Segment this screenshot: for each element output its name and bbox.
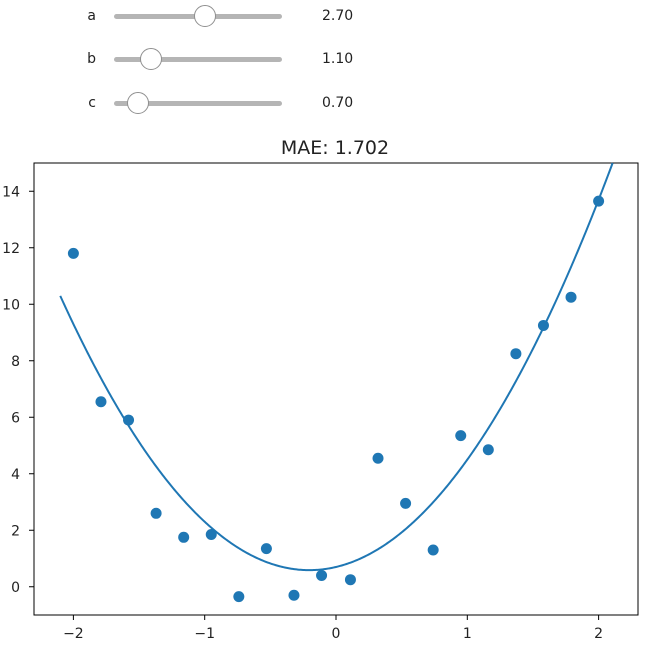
slider-label-b: b xyxy=(87,51,96,67)
slider-value-a: 2.70 xyxy=(322,8,354,24)
x-axis: −2 −1 0 1 2 xyxy=(63,615,603,642)
slider-handle-a[interactable] xyxy=(193,5,216,27)
slider-value-c: 0.70 xyxy=(322,95,354,111)
data-point xyxy=(344,574,356,586)
x-tick-label: −1 xyxy=(194,626,215,642)
slider-label-c: c xyxy=(88,95,96,111)
slider-row-a: a 2.70 xyxy=(0,1,420,31)
slider-track-a[interactable] xyxy=(114,5,282,27)
x-tick-label: 0 xyxy=(332,626,341,642)
data-point xyxy=(455,430,467,442)
x-tick-label: 2 xyxy=(594,626,603,642)
y-tick-label: 4 xyxy=(11,467,20,483)
y-axis: 0 2 4 6 8 10 12 14 xyxy=(2,184,34,596)
y-tick-label: 8 xyxy=(11,354,20,370)
data-point xyxy=(565,291,577,303)
data-point xyxy=(316,569,328,581)
y-tick-label: 6 xyxy=(11,410,20,426)
data-point xyxy=(233,591,245,603)
y-tick-label: 10 xyxy=(2,297,20,313)
y-tick-label: 12 xyxy=(2,241,20,257)
data-point xyxy=(260,543,272,555)
data-point xyxy=(427,544,439,556)
data-point xyxy=(67,247,79,259)
slider-track-c[interactable] xyxy=(114,92,282,114)
data-point xyxy=(150,507,162,519)
data-point xyxy=(482,444,494,456)
data-point xyxy=(510,348,522,360)
data-point xyxy=(205,528,217,540)
x-tick-label: 1 xyxy=(463,626,472,642)
data-point xyxy=(123,414,135,426)
y-tick-label: 0 xyxy=(11,580,20,596)
slider-row-c: c 0.70 xyxy=(0,88,420,118)
x-tick-label: −2 xyxy=(63,626,84,642)
y-tick-label: 2 xyxy=(11,523,20,539)
slider-handle-c[interactable] xyxy=(126,92,149,114)
slider-track-b[interactable] xyxy=(114,48,282,70)
slider-handle-b[interactable] xyxy=(139,48,162,70)
data-point xyxy=(372,452,384,464)
slider-value-b: 1.10 xyxy=(322,51,354,67)
data-point xyxy=(593,195,605,207)
y-tick-label: 14 xyxy=(2,184,20,200)
data-point xyxy=(400,497,412,509)
slider-label-a: a xyxy=(87,8,96,24)
data-point xyxy=(95,396,107,408)
slider-row-b: b 1.10 xyxy=(0,44,420,74)
data-point xyxy=(537,319,549,331)
plot-frame xyxy=(33,162,639,616)
data-point xyxy=(178,531,190,543)
data-point xyxy=(288,589,300,601)
curve-layer xyxy=(59,162,614,572)
chart-title: MAE: 1.702 xyxy=(281,137,389,159)
fitted-curve xyxy=(59,162,614,572)
points-layer xyxy=(67,195,605,603)
